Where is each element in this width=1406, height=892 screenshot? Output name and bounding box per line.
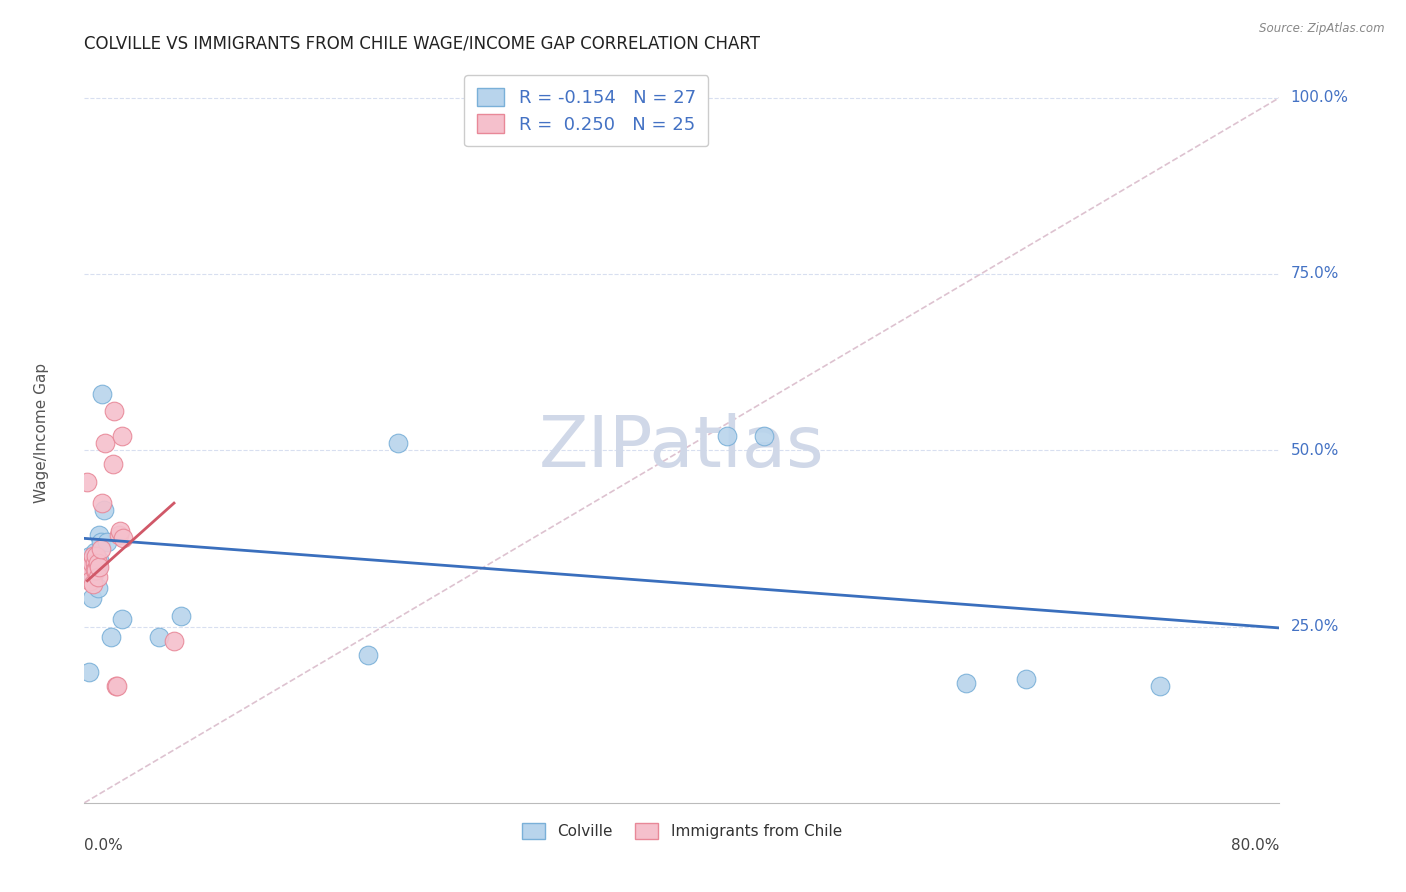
Point [87, 581, 110, 595]
Point [79, 549, 101, 563]
Point [104, 680, 127, 694]
Point [77, 559, 100, 574]
Point [82, 577, 104, 591]
Point [357, 648, 380, 662]
Point [101, 458, 124, 472]
Point [752, 429, 775, 443]
Point [91, 496, 114, 510]
Point [89, 552, 111, 566]
Point [163, 633, 186, 648]
Text: 100.0%: 100.0% [1291, 90, 1348, 105]
Point [86, 556, 108, 570]
Y-axis label: Wage/Income Gap: Wage/Income Gap [34, 362, 48, 503]
Point [387, 436, 409, 450]
Point [110, 524, 132, 539]
Point [90, 541, 112, 556]
Point [111, 429, 134, 443]
Text: 80.0%: 80.0% [1232, 838, 1279, 853]
Point [79, 574, 101, 588]
Point [111, 612, 134, 626]
Point [86, 549, 108, 563]
Point [105, 680, 128, 694]
Point [91, 387, 114, 401]
Point [112, 532, 135, 546]
Point [87, 570, 110, 584]
Text: 50.0%: 50.0% [1291, 442, 1339, 458]
Point [83, 563, 105, 577]
Point [87, 556, 110, 570]
Point [103, 404, 125, 418]
Point [89, 528, 111, 542]
Point [89, 559, 111, 574]
Point [716, 429, 738, 443]
Point [76, 475, 98, 489]
Point [148, 630, 170, 644]
Text: 75.0%: 75.0% [1291, 267, 1339, 282]
Point [955, 676, 977, 690]
Text: Source: ZipAtlas.com: Source: ZipAtlas.com [1260, 22, 1385, 36]
Point [83, 556, 105, 570]
Point [82, 549, 104, 563]
Text: 25.0%: 25.0% [1291, 619, 1339, 634]
Point [107, 528, 129, 542]
Point [83, 563, 105, 577]
Legend: Colville, Immigrants from Chile: Colville, Immigrants from Chile [515, 815, 849, 847]
Point [80, 591, 103, 606]
Point [1014, 673, 1036, 687]
Point [93, 503, 115, 517]
Point [87, 559, 110, 574]
Point [80, 556, 103, 570]
Point [1149, 680, 1171, 694]
Point [100, 630, 122, 644]
Point [96, 535, 118, 549]
Point [86, 563, 108, 577]
Point [82, 570, 104, 584]
Text: ZIPatlas: ZIPatlas [538, 413, 825, 482]
Point [90, 535, 112, 549]
Point [94, 436, 117, 450]
Point [83, 545, 105, 559]
Point [170, 609, 193, 624]
Text: COLVILLE VS IMMIGRANTS FROM CHILE WAGE/INCOME GAP CORRELATION CHART: COLVILLE VS IMMIGRANTS FROM CHILE WAGE/I… [84, 35, 761, 53]
Point [82, 556, 104, 570]
Point [77, 665, 100, 680]
Text: 0.0%: 0.0% [84, 838, 124, 853]
